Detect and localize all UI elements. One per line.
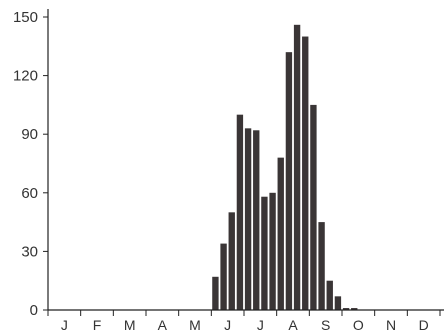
bar — [351, 308, 358, 310]
x-tick-label: J — [224, 317, 231, 333]
y-tick-label: 30 — [21, 243, 38, 260]
bar — [334, 296, 342, 310]
bar — [310, 104, 317, 311]
x-tick-label: F — [93, 317, 102, 333]
bar — [318, 222, 325, 310]
bar — [326, 280, 333, 310]
bar — [244, 128, 252, 310]
x-tick-label: O — [353, 317, 364, 333]
bar — [277, 157, 284, 310]
x-tick-label: M — [124, 317, 136, 333]
y-ticks-group: 0 30 60 90 120 150 — [13, 9, 48, 319]
bar — [253, 130, 260, 310]
bar — [293, 24, 301, 311]
x-tick-label: S — [321, 317, 330, 333]
bar — [212, 276, 219, 310]
bar — [342, 308, 350, 310]
x-tick-label: D — [419, 317, 429, 333]
bar — [302, 36, 309, 310]
bar — [220, 243, 227, 310]
bar — [261, 196, 268, 310]
x-tick-label: A — [288, 317, 298, 333]
y-tick-label: 120 — [13, 68, 38, 85]
y-tick-label: 90 — [21, 126, 38, 143]
x-tick-label: J — [257, 317, 264, 333]
x-tick-label: M — [189, 317, 201, 333]
bar — [285, 52, 293, 310]
y-tick-label: 150 — [13, 9, 38, 26]
x-tick-label: N — [386, 317, 396, 333]
bar — [269, 192, 276, 310]
y-tick-label: 60 — [21, 185, 38, 202]
bar — [228, 212, 235, 310]
x-tick-label: A — [158, 317, 168, 333]
bars-group — [212, 24, 358, 311]
x-tick-label: J — [61, 317, 68, 333]
bar — [236, 114, 244, 310]
y-tick-label: 0 — [30, 302, 38, 319]
